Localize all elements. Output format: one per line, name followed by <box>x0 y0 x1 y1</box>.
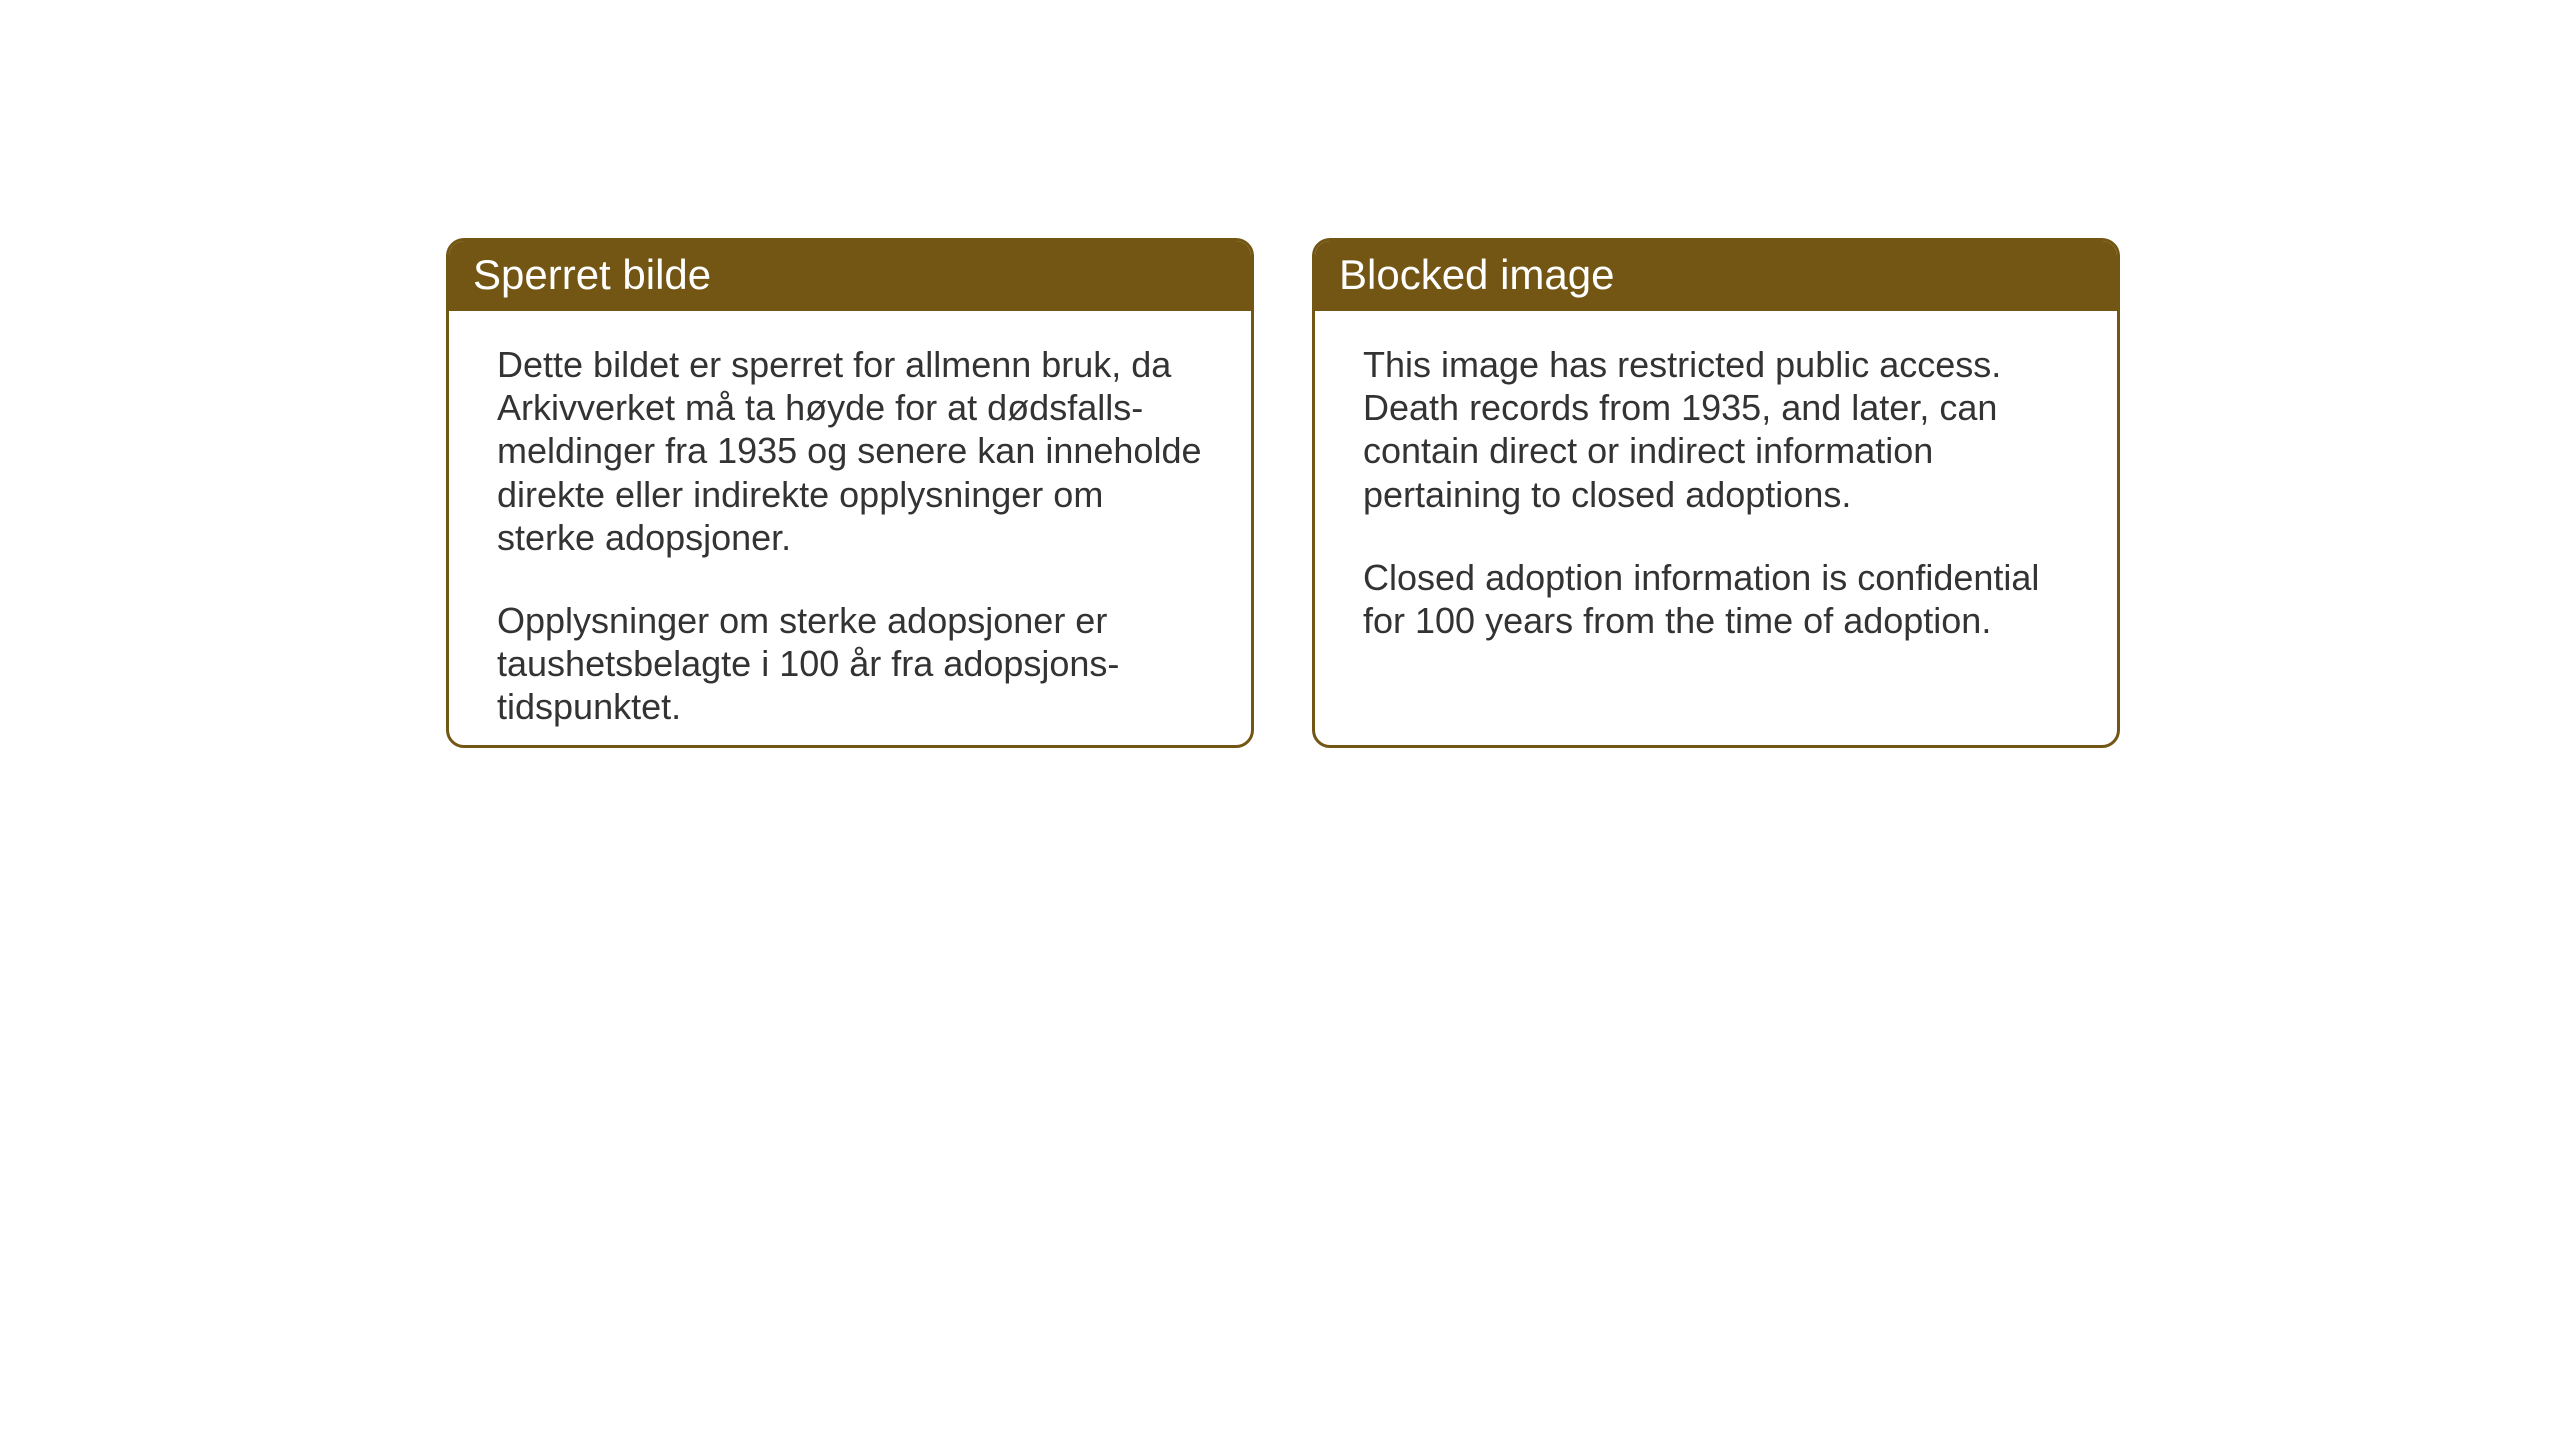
card-header-english: Blocked image <box>1315 241 2117 311</box>
card-header-norwegian: Sperret bilde <box>449 241 1251 311</box>
card-paragraph1-norwegian: Dette bildet er sperret for allmenn bruk… <box>497 343 1211 559</box>
card-norwegian: Sperret bilde Dette bildet er sperret fo… <box>446 238 1254 748</box>
card-body-norwegian: Dette bildet er sperret for allmenn bruk… <box>449 311 1251 748</box>
card-title-english: Blocked image <box>1339 251 1614 298</box>
card-paragraph2-english: Closed adoption information is confident… <box>1363 556 2077 642</box>
cards-container: Sperret bilde Dette bildet er sperret fo… <box>446 238 2120 748</box>
card-title-norwegian: Sperret bilde <box>473 251 711 298</box>
card-paragraph1-english: This image has restricted public access.… <box>1363 343 2077 516</box>
card-paragraph2-norwegian: Opplysninger om sterke adopsjoner er tau… <box>497 599 1211 729</box>
card-body-english: This image has restricted public access.… <box>1315 311 2117 674</box>
card-english: Blocked image This image has restricted … <box>1312 238 2120 748</box>
